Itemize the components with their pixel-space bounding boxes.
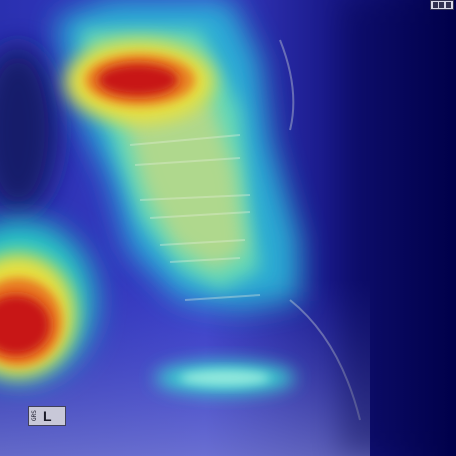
spine-core [120,100,245,270]
image-info-icon [430,0,454,10]
marker-side-letter: L [43,408,52,424]
hotspot-upper-red [98,64,178,96]
vertebra-contours [129,39,361,421]
marker-code: GRS [31,410,38,422]
side-marker: GRS L [28,406,66,426]
hotspot-left-red [0,295,50,355]
hotspot-bottom-core [180,370,270,386]
right-shadow [340,0,456,456]
dark-region [0,45,58,215]
